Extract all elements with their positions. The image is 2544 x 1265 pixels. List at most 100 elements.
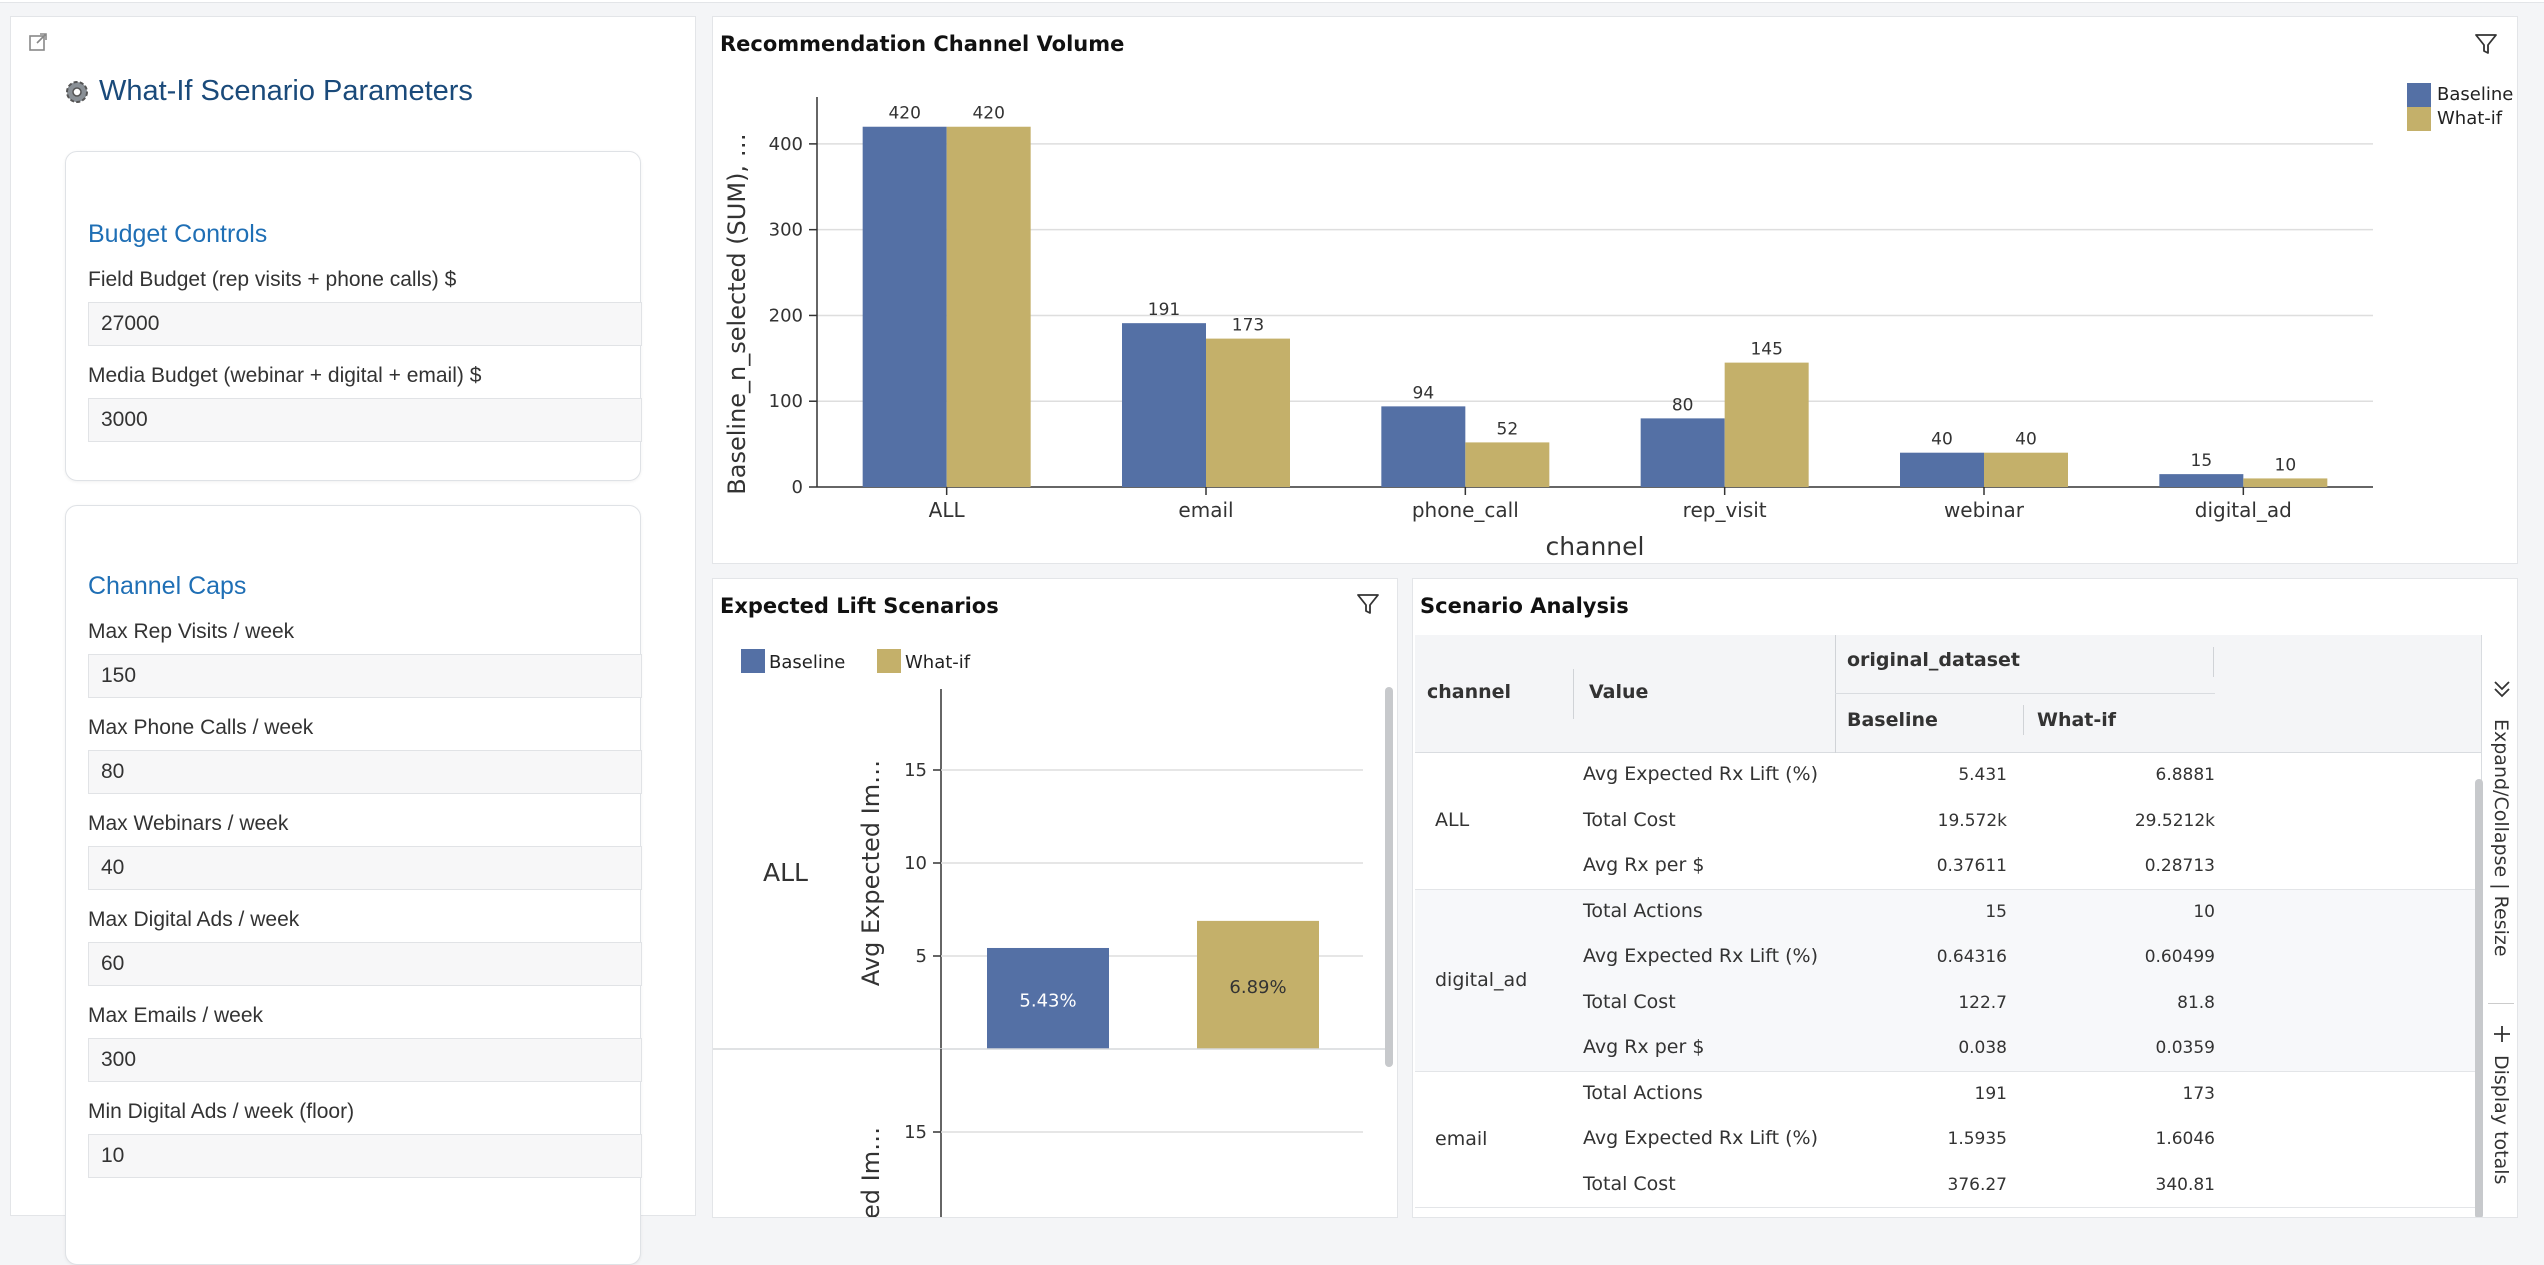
whatif-cell: 10 [2193, 901, 2215, 922]
bar-value-label: 94 [1413, 383, 1435, 403]
col-whatif-header[interactable]: What-if [2037, 709, 2117, 731]
field-budget-label: Field Budget (rep visits + phone calls) … [88, 268, 457, 291]
col-baseline-header[interactable]: Baseline [1847, 709, 1938, 731]
scenario-analysis-title: Scenario Analysis [1420, 594, 1629, 618]
table-header: channel Value original_dataset Baseline … [1415, 635, 2481, 753]
metric-cell: Avg Rx per $ [1583, 854, 1705, 876]
display-totals-tab[interactable]: Display totals [2490, 1055, 2512, 1185]
legend-label[interactable]: Baseline [2437, 84, 2513, 105]
channel-volume-title: Recommendation Channel Volume [720, 32, 1125, 56]
legend-label[interactable]: What-if [2437, 108, 2503, 129]
metric-cell: Avg Expected Rx Lift (%) [1583, 945, 1818, 967]
double-chevron-icon[interactable] [2490, 677, 2514, 701]
channel-volume-chart: 0 100 200 300 400 ALL 420 420 email 191 173 phone_c… [723, 83, 2513, 561]
row-category-label: ALL [763, 858, 808, 887]
x-tick-label: webinar [1944, 498, 2025, 522]
baseline-cell: 0.038 [1958, 1038, 2007, 1058]
legend-label[interactable]: What-if [905, 652, 971, 673]
whatif-cell: 340.81 [2155, 1174, 2215, 1195]
legend-swatch[interactable] [2407, 107, 2431, 131]
metric-cell: Total Cost [1583, 1172, 1676, 1195]
col-channel-header[interactable]: channel [1427, 681, 1512, 703]
metric-cell: Total Cost [1583, 808, 1676, 831]
table-group: digital_ad Total Actions 15 10 Avg Expected … [1415, 889, 2481, 1072]
legend-swatch[interactable] [877, 649, 901, 673]
table-group: email Total Actions 191 173 Avg Expected Rx … [1415, 1072, 2481, 1208]
legend-swatch[interactable] [741, 649, 765, 673]
bar-baseline-ALL[interactable] [862, 126, 947, 487]
y-tick-label: 15 [904, 760, 927, 781]
whatif-cell: 1.6046 [2155, 1129, 2215, 1149]
metric-cell: Avg Expected Rx Lift (%) [1583, 763, 1818, 785]
lift-scrollbar[interactable] [1385, 687, 1393, 1067]
media-budget-label: Media Budget (webinar + digital + email)… [88, 364, 482, 387]
whatif-cell: 6.8881 [2155, 765, 2215, 785]
expand-collapse-tab[interactable]: Expand/Collapse | Resize [2490, 719, 2512, 957]
bar-value-label: 145 [1750, 340, 1782, 360]
lift-bar-whatif[interactable] [1197, 920, 1319, 1049]
x-tick-label: rep_visit [1683, 498, 1767, 522]
max-webinars-input[interactable]: 40 [88, 846, 642, 890]
whatif-cell: 29.5212k [2134, 810, 2215, 831]
media-budget-input[interactable]: 3000 [88, 398, 642, 442]
plus-icon[interactable] [2491, 1023, 2513, 1045]
baseline-cell: 1.5935 [1947, 1129, 2007, 1149]
metric-cell: Total Cost [1583, 990, 1676, 1013]
params-title: What-If Scenario Parameters [63, 75, 473, 108]
bar-whatif-phone_call[interactable] [1465, 442, 1550, 487]
y-tick-label: 300 [769, 220, 803, 241]
baseline-cell: 0.37611 [1936, 856, 2007, 876]
max-webinars-label: Max Webinars / week [88, 812, 289, 835]
bar-value-label: 40 [1931, 430, 1953, 450]
channel-volume-panel: Recommendation Channel Volume 0 100 200 300… [712, 16, 2518, 564]
legend-label[interactable]: Baseline [769, 652, 845, 673]
bar-whatif-webinar[interactable] [1984, 452, 2068, 487]
params-title-text: What-If Scenario Parameters [99, 75, 473, 107]
bar-whatif-digital_ad[interactable] [2243, 478, 2328, 487]
bar-value-label: 420 [972, 104, 1004, 124]
max-emails-input[interactable]: 300 [88, 1038, 642, 1082]
y-tick-label: 200 [769, 305, 803, 326]
max-digital-ads-input[interactable]: 60 [88, 942, 642, 986]
gear-icon [66, 80, 88, 103]
table-body: ALL Avg Expected Rx Lift (%) 5.431 6.8881 To… [1415, 753, 2481, 1217]
group-header[interactable]: original_dataset [1847, 649, 2021, 671]
lift-bar-baseline[interactable] [987, 947, 1109, 1049]
min-digital-ads-input[interactable]: 10 [88, 1134, 642, 1178]
expected-lift-panel: Expected Lift Scenarios Baseline What-if 5… [712, 578, 1398, 1218]
y-tick-label: 0 [792, 477, 803, 498]
max-rep-visits-input[interactable]: 150 [88, 654, 642, 698]
y-tick-label: 15 [904, 1122, 927, 1143]
bar-baseline-digital_ad[interactable] [2159, 474, 2244, 487]
bar-value-label: 173 [1232, 316, 1264, 336]
y-tick-label: 100 [769, 391, 803, 412]
table-scrollbar[interactable] [2475, 779, 2483, 1217]
x-tick-label: ALL [929, 498, 966, 522]
bar-baseline-email[interactable] [1122, 323, 1206, 487]
bar-whatif-rep_visit[interactable] [1724, 362, 1809, 487]
channel-cell: email [1435, 1127, 1488, 1150]
bar-value-label: 52 [1497, 419, 1519, 439]
expected-lift-chart: Baseline What-if 5 10 15 ALL Avg Expected Im… 5… [713, 649, 1393, 1217]
field-budget-input[interactable]: 27000 [88, 302, 642, 346]
channel-cell: ALL [1435, 809, 1470, 832]
y-tick-label: 400 [769, 134, 803, 155]
max-rep-visits-label: Max Rep Visits / week [88, 620, 295, 643]
max-phone-calls-input[interactable]: 80 [88, 750, 642, 794]
y-axis-title: Avg Expected Im… [857, 760, 885, 986]
whatif-cell: 0.60499 [2144, 947, 2215, 967]
filter-icon[interactable] [1355, 591, 1381, 617]
bar-whatif-email[interactable] [1206, 338, 1290, 487]
channel-caps-title: Channel Caps [88, 572, 247, 600]
filter-icon[interactable] [2473, 31, 2499, 57]
open-external-icon[interactable] [27, 31, 49, 53]
bar-baseline-webinar[interactable] [1900, 452, 1984, 487]
bar-baseline-rep_visit[interactable] [1640, 418, 1725, 487]
bar-whatif-ALL[interactable] [946, 126, 1031, 487]
bar-baseline-phone_call[interactable] [1381, 406, 1466, 487]
legend-swatch[interactable] [2407, 83, 2431, 107]
col-value-header[interactable]: Value [1589, 681, 1649, 703]
bar-value-label: 10 [2275, 455, 2297, 475]
lift-bar-label: 5.43% [1019, 990, 1076, 1011]
whatif-cell: 0.28713 [2144, 856, 2215, 876]
